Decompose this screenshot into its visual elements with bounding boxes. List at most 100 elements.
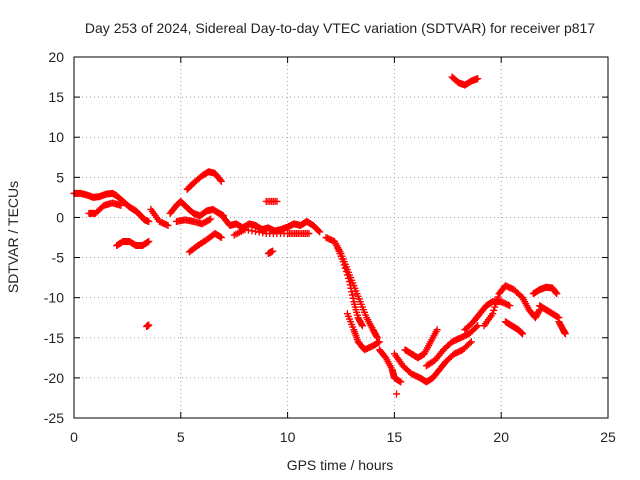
- data-point: [117, 201, 125, 209]
- data-point: [341, 264, 349, 272]
- plot-frame: [73, 56, 609, 419]
- x-tick-labels: 0 5 10 15 20 25: [70, 429, 616, 445]
- series-steep-drop-b: [333, 242, 366, 330]
- data-point: [494, 293, 502, 301]
- y-tick-labels: -25 -20 -15 -10 -5 0 5 10 15 20: [44, 49, 64, 426]
- x-tick-label: 15: [387, 429, 403, 445]
- data-point: [358, 322, 366, 330]
- series-patch-9h: [262, 197, 281, 205]
- data-point: [490, 306, 498, 314]
- series-late-23h: [555, 318, 569, 338]
- series-valley-b: [390, 338, 475, 386]
- data-point: [145, 238, 153, 246]
- y-tick-label: 15: [48, 89, 64, 105]
- data-point: [315, 227, 323, 235]
- data-point: [393, 390, 401, 398]
- data-point: [217, 177, 225, 185]
- series-outlier-18h: [448, 73, 482, 89]
- series-outlier-15h: [393, 390, 401, 398]
- series-patch-9h-low: [264, 247, 277, 258]
- x-tick-label: 5: [177, 429, 185, 445]
- series-late-22h-b: [536, 302, 563, 322]
- data-point: [474, 322, 482, 330]
- x-tick-label: 20: [493, 429, 509, 445]
- data-point: [273, 197, 281, 205]
- data-point: [346, 278, 354, 286]
- data-point: [519, 330, 527, 338]
- data-point: [217, 234, 225, 241]
- data-point: [207, 215, 215, 223]
- data-point: [340, 261, 348, 269]
- data-point: [535, 307, 543, 315]
- data-point: [269, 247, 277, 255]
- data-point: [342, 268, 350, 276]
- y-tick-label: 5: [56, 169, 64, 185]
- y-tick-label: -10: [44, 290, 64, 306]
- data-point: [316, 228, 324, 236]
- series-valley-c: [401, 326, 441, 362]
- axis-ticks: [73, 56, 609, 419]
- data-point: [346, 281, 354, 289]
- y-tick-label: 10: [48, 129, 64, 145]
- grid-lines: [74, 57, 608, 418]
- y-tick-label: -15: [44, 330, 64, 346]
- y-tick-label: 20: [48, 49, 64, 65]
- series-cluster-5h: [166, 197, 228, 220]
- series-early-top: [70, 189, 153, 225]
- series-steep-drop-c: [343, 310, 383, 354]
- data-point: [216, 176, 224, 184]
- data-point: [348, 288, 356, 296]
- series-dip-3h: [113, 238, 153, 250]
- x-tick-label: 10: [280, 429, 296, 445]
- x-tick-label: 0: [70, 429, 78, 445]
- data-point: [506, 302, 514, 310]
- data-point: [553, 290, 561, 298]
- data-point: [561, 330, 569, 338]
- x-axis-title: GPS time / hours: [287, 457, 394, 473]
- y-axis-title: SDTVAR / TECUs: [5, 181, 21, 293]
- data-point: [358, 320, 366, 328]
- data-point: [349, 294, 357, 302]
- data-point: [467, 338, 475, 346]
- y-tick-label: -25: [44, 410, 64, 426]
- data-point: [433, 326, 441, 334]
- data-point: [466, 339, 474, 347]
- series-rise-19h: [461, 298, 514, 334]
- series-late-20h: [501, 318, 527, 338]
- data-point: [347, 284, 355, 292]
- series-band-7-10h: [220, 213, 324, 236]
- data-point: [375, 338, 383, 346]
- y-tick-label: -5: [52, 250, 65, 266]
- data-point: [492, 300, 500, 308]
- data-point: [489, 310, 497, 318]
- data-point: [343, 271, 351, 279]
- series-rise-19h-b: [480, 282, 527, 330]
- y-tick-label: 0: [56, 209, 64, 225]
- data-point: [145, 217, 153, 225]
- x-tick-label: 25: [600, 429, 616, 445]
- series-descent-6h: [185, 229, 225, 256]
- data-point: [339, 258, 347, 266]
- series-valley-d: [422, 322, 482, 370]
- data-point: [491, 303, 499, 311]
- series-late-22h: [529, 283, 561, 298]
- data-point: [305, 229, 313, 237]
- data-point: [205, 216, 213, 224]
- series-cluster-5h-low: [173, 215, 215, 228]
- series-late-21h: [519, 294, 544, 322]
- data-point: [145, 321, 153, 329]
- data-point: [344, 274, 352, 282]
- series-small-4h: [147, 205, 172, 229]
- series-early-low: [85, 199, 125, 217]
- series-rise-6h: [183, 168, 225, 193]
- data-point: [164, 221, 172, 229]
- data-point: [474, 75, 482, 83]
- series-outlier-3h: [143, 321, 153, 331]
- chart-title: Day 253 of 2024, Sidereal Day-to-day VTE…: [85, 20, 595, 36]
- y-tick-label: -20: [44, 370, 64, 386]
- data-point: [493, 296, 501, 304]
- series-band-7-10h-b: [230, 225, 313, 239]
- data-point: [348, 291, 356, 299]
- series-valley-a: [375, 346, 405, 386]
